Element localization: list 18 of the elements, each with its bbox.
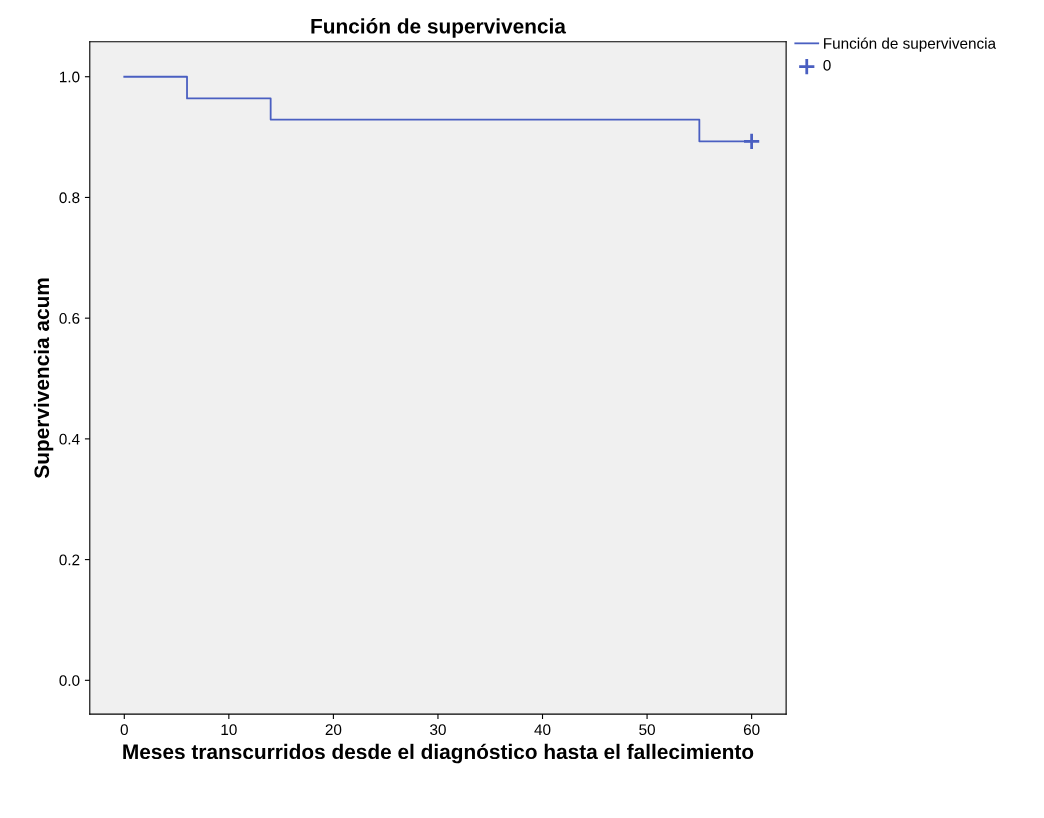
chart-title: Función de supervivencia	[311, 18, 567, 38]
x-tick-label: 50	[639, 724, 655, 736]
x-tick-label: 20	[325, 724, 342, 736]
y-tick-label: 1.0	[59, 71, 80, 83]
x-tick-label: 40	[534, 724, 551, 736]
x-axis-title: Meses transcurridos desde el diagnóstico hasta el fallecimiento	[123, 743, 754, 764]
y-tick-label: 0.8	[59, 192, 80, 204]
y-tick-label: 0.0	[59, 675, 80, 686]
x-tick-label: 0	[120, 724, 128, 736]
x-tick-label: 30	[430, 724, 446, 736]
legend-label: Función de supervivencia	[824, 37, 997, 52]
y-tick-label: 0.2	[59, 554, 80, 566]
y-tick-label: 0.6	[59, 313, 80, 324]
x-tick-label: 10	[221, 724, 237, 736]
y-axis-title: Supervivencia acum	[33, 278, 54, 479]
x-tick-label: 60	[743, 724, 760, 736]
y-tick-label: 0.4	[59, 433, 80, 445]
legend-label: 0	[823, 59, 831, 71]
